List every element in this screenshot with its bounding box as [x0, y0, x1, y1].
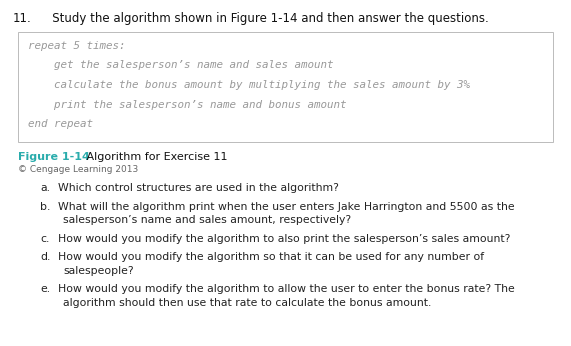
Text: How would you modify the algorithm to allow the user to enter the bonus rate? Th: How would you modify the algorithm to al…: [58, 284, 514, 294]
Text: Study the algorithm shown in Figure 1-14 and then answer the questions.: Study the algorithm shown in Figure 1-14…: [41, 12, 488, 25]
Text: salespeople?: salespeople?: [63, 265, 134, 275]
Text: repeat 5 times:: repeat 5 times:: [28, 41, 126, 51]
Text: print the salesperson’s name and bonus amount: print the salesperson’s name and bonus a…: [28, 100, 347, 109]
Text: What will the algorithm print when the user enters Jake Harrington and 5500 as t: What will the algorithm print when the u…: [58, 201, 514, 211]
Text: c.: c.: [40, 234, 49, 244]
Text: algorithm should then use that rate to calculate the bonus amount.: algorithm should then use that rate to c…: [63, 298, 431, 308]
Text: How would you modify the algorithm to also print the salesperson’s sales amount?: How would you modify the algorithm to al…: [58, 234, 510, 244]
Text: d.: d.: [40, 252, 50, 262]
Text: 11.: 11.: [13, 12, 31, 25]
Text: b.: b.: [40, 201, 50, 211]
Text: e.: e.: [40, 284, 50, 294]
Text: Algorithm for Exercise 11: Algorithm for Exercise 11: [76, 152, 227, 162]
Text: end repeat: end repeat: [28, 119, 93, 129]
Text: salesperson’s name and sales amount, respectively?: salesperson’s name and sales amount, res…: [63, 215, 351, 225]
Text: Figure 1-14: Figure 1-14: [18, 152, 90, 162]
Text: © Cengage Learning 2013: © Cengage Learning 2013: [18, 165, 138, 174]
Text: Which control structures are used in the algorithm?: Which control structures are used in the…: [58, 183, 339, 193]
Text: How would you modify the algorithm so that it can be used for any number of: How would you modify the algorithm so th…: [58, 252, 484, 262]
Text: a.: a.: [40, 183, 50, 193]
Text: get the salesperson’s name and sales amount: get the salesperson’s name and sales amo…: [28, 61, 333, 71]
Text: calculate the bonus amount by multiplying the sales amount by 3%: calculate the bonus amount by multiplyin…: [28, 80, 470, 90]
